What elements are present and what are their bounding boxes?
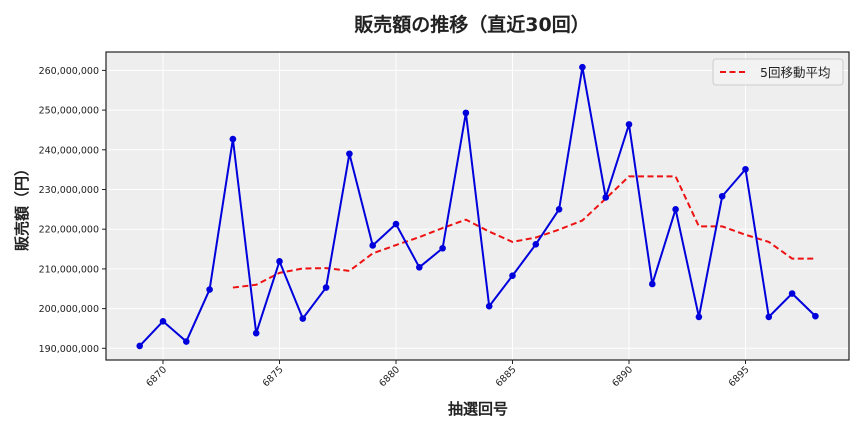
data-point-marker [416, 264, 423, 271]
data-point-marker [183, 338, 190, 345]
data-point-marker [206, 286, 213, 293]
data-point-marker [439, 244, 446, 252]
data-point-marker [602, 194, 609, 201]
data-point-marker [252, 329, 260, 337]
data-point-marker [462, 109, 470, 117]
x-tick-label: 6870 [144, 364, 169, 389]
sales-path [138, 66, 817, 347]
data-point-marker [369, 242, 377, 249]
y-tick-label: 230,000,000 [39, 185, 99, 196]
y-tick-label: 200,000,000 [39, 304, 99, 315]
x-tick-label: 6885 [494, 364, 519, 389]
data-point-marker [555, 206, 563, 213]
data-point-marker [672, 206, 679, 213]
data-point-marker [742, 165, 749, 173]
y-tick-label: 190,000,000 [39, 344, 99, 355]
data-point-marker [136, 342, 143, 350]
x-tick-label: 6895 [727, 364, 752, 389]
sales-line [136, 63, 819, 350]
data-point-marker [322, 284, 330, 291]
data-point-marker [276, 258, 283, 265]
data-point-marker [229, 135, 237, 143]
data-point-marker [509, 272, 516, 279]
data-point-marker [718, 192, 726, 200]
x-tick-label: 6875 [261, 364, 286, 389]
data-point-marker [392, 220, 400, 228]
data-point-marker [695, 313, 703, 321]
legend: 5回移動平均 [712, 58, 844, 86]
chart-title: 販売額の推移（直近30回） [354, 13, 589, 36]
y-tick-label: 220,000,000 [39, 225, 99, 236]
y-axis-ticks: 190,000,000 200,000,000 210,000,000 220,000… [39, 66, 106, 355]
x-axis-label: 抽選回号 [448, 400, 508, 418]
data-point-marker [159, 318, 167, 325]
data-point-marker [765, 313, 773, 321]
data-point-marker [788, 290, 796, 297]
y-axis-label: 販売額（円） [13, 161, 31, 251]
data-point-marker [649, 280, 656, 288]
y-tick-label: 240,000,000 [39, 145, 99, 156]
data-point-marker [812, 312, 819, 320]
legend-label: 5回移動平均 [760, 65, 830, 80]
y-axis-label-group: 販売額（円） [13, 161, 31, 251]
plot-frame [105, 51, 850, 361]
data-point-marker [485, 302, 493, 310]
data-point-marker [579, 63, 586, 71]
x-tick-label: 6880 [377, 364, 402, 389]
x-tick-label: 6890 [610, 364, 635, 389]
y-tick-label: 210,000,000 [39, 264, 99, 275]
y-tick-label: 250,000,000 [39, 106, 99, 117]
legend-box [712, 58, 844, 86]
grid-lines [106, 52, 849, 360]
y-tick-label: 260,000,000 [39, 66, 99, 77]
data-point-marker [532, 240, 540, 248]
data-point-marker [346, 150, 353, 158]
data-point-marker [625, 121, 633, 128]
x-axis-ticks: 6870 6875 6880 6885 6890 6895 [144, 360, 752, 389]
data-point-marker [299, 315, 307, 322]
